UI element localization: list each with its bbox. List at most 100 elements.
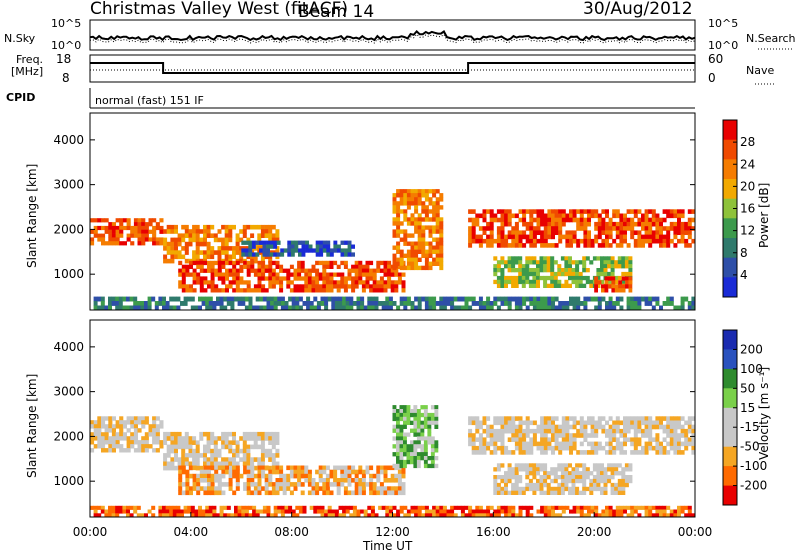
- echo-cell: [356, 305, 361, 311]
- echo-cell: [295, 305, 300, 311]
- echo-cell: [358, 276, 363, 281]
- echo-cell: [597, 213, 602, 219]
- echo-cell: [514, 234, 519, 240]
- echo-cell: [133, 305, 138, 311]
- echo-cell: [199, 229, 204, 234]
- echo-cell: [583, 243, 588, 248]
- echo-cell: [525, 238, 530, 244]
- echo-cell: [224, 229, 229, 234]
- echo-cell: [185, 482, 190, 487]
- echo-cell: [242, 461, 247, 467]
- echo-cell: [273, 509, 278, 514]
- echo-cell: [532, 475, 537, 480]
- echo-cell: [225, 465, 229, 471]
- echo-cell: [266, 513, 271, 518]
- echo-cell: [217, 465, 222, 471]
- echo-cell: [585, 268, 590, 273]
- echo-cell: [417, 197, 422, 202]
- echo-cell: [111, 301, 116, 306]
- echo-cell: [560, 256, 565, 261]
- echo-cell: [630, 221, 635, 227]
- echo-cell: [228, 229, 233, 234]
- echo-cell: [235, 473, 240, 479]
- echo-cell: [268, 276, 273, 281]
- echo-cell: [529, 234, 534, 240]
- echo-cell: [617, 275, 622, 281]
- echo-cell: [246, 284, 251, 289]
- echo-cell: [551, 450, 555, 455]
- echo-cell: [662, 416, 667, 421]
- echo-cell: [630, 217, 635, 223]
- echo-cell: [410, 301, 415, 306]
- echo-cell: [572, 213, 577, 219]
- echo-cell: [619, 450, 624, 455]
- echo-cell: [228, 469, 233, 475]
- echo-cell: [666, 209, 671, 214]
- echo-cell: [130, 444, 135, 449]
- echo-cell: [413, 416, 418, 422]
- echo-cell: [410, 193, 415, 198]
- echo-cell: [514, 256, 519, 261]
- echo-cell: [101, 424, 106, 429]
- echo-cell: [427, 463, 432, 469]
- echo-cell: [140, 305, 145, 311]
- noise-tick-top-right: 10^5: [708, 17, 738, 30]
- echo-cell: [100, 509, 105, 514]
- echo-cell: [152, 424, 157, 429]
- echo-cell: [603, 271, 608, 277]
- echo-cell: [399, 440, 404, 445]
- echo-cell: [583, 221, 588, 227]
- echo-cell: [637, 238, 642, 244]
- echo-cell: [504, 283, 508, 288]
- echo-cell: [232, 448, 236, 454]
- echo-cell: [659, 217, 663, 223]
- echo-cell: [621, 279, 626, 285]
- echo-cell: [673, 424, 678, 430]
- echo-cell: [170, 229, 175, 234]
- echo-cell: [97, 218, 102, 223]
- echo-cell: [684, 296, 689, 302]
- echo-cell: [206, 254, 211, 260]
- echo-cell: [514, 441, 519, 447]
- echo-cell: [428, 253, 433, 258]
- echo-cell: [360, 509, 365, 514]
- echo-cell: [414, 257, 419, 262]
- echo-cell: [457, 296, 462, 302]
- echo-cell: [166, 431, 171, 437]
- echo-cell: [97, 505, 102, 510]
- echo-cell: [673, 416, 678, 421]
- echo-cell: [482, 217, 487, 223]
- echo-cell: [180, 513, 184, 518]
- echo-cell: [297, 478, 302, 483]
- echo-cell: [367, 301, 372, 306]
- echo-cell: [228, 280, 233, 285]
- echo-cell: [237, 296, 242, 302]
- echo-cell: [596, 463, 601, 468]
- echo-cell: [525, 445, 530, 451]
- echo-cell: [572, 445, 577, 451]
- echo-cell: [677, 209, 681, 214]
- echo-cell: [129, 296, 134, 302]
- echo-cell: [625, 276, 629, 281]
- echo-cell: [184, 224, 189, 230]
- echo-cell: [198, 513, 202, 518]
- echo-cell: [308, 248, 313, 253]
- echo-cell: [365, 284, 370, 289]
- echo-cell: [338, 513, 343, 518]
- echo-cell: [155, 432, 160, 437]
- echo-cell: [610, 256, 615, 261]
- echo-cell: [126, 305, 130, 311]
- echo-cell: [300, 482, 305, 487]
- echo-cell: [306, 305, 311, 311]
- echo-cell: [410, 189, 415, 194]
- echo-cell: [255, 296, 260, 302]
- noise-search-trace: [89, 33, 696, 44]
- echo-cell: [358, 490, 363, 496]
- echo-cell: [387, 272, 392, 277]
- echo-cell: [612, 509, 617, 514]
- echo-cell: [579, 213, 584, 219]
- echo-cell: [246, 264, 251, 269]
- echo-cell: [118, 305, 123, 311]
- echo-cell: [453, 513, 458, 518]
- echo-cell: [399, 459, 404, 465]
